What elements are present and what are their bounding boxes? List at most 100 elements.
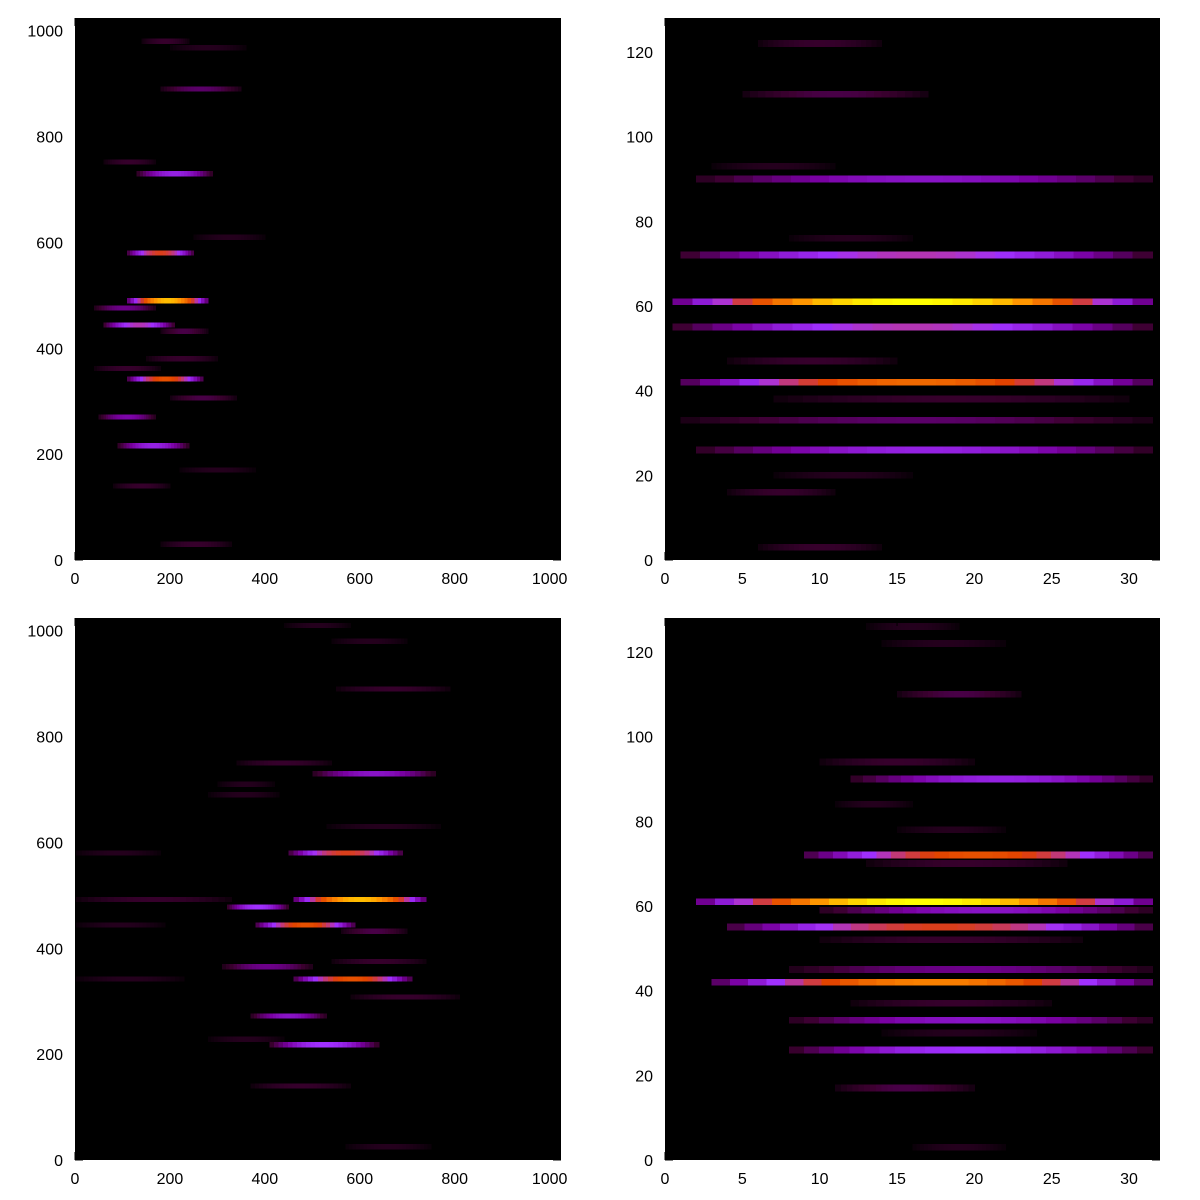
y-tick-label: 80	[635, 814, 653, 831]
heatmap-cell-13-14	[854, 471, 861, 479]
heatmap-cell-5-0	[193, 234, 198, 240]
heatmap-cell-4-16	[1051, 775, 1065, 783]
heatmap-cell-7-15	[177, 298, 182, 304]
heatmap-cell-14-2	[82, 922, 87, 928]
heatmap-cell-15-0	[850, 999, 860, 1007]
heatmap-cell-3-3	[248, 760, 253, 766]
heatmap-cell-9-3	[85, 850, 90, 856]
heatmap-cell-3-12	[924, 175, 944, 183]
heatmap-cell-13-11	[162, 376, 166, 382]
heatmap-cell-16-22	[418, 958, 423, 965]
heatmap-cell-7-10	[374, 823, 380, 830]
heatmap-cell-11-16	[193, 356, 198, 362]
heatmap-cell-3-5	[256, 760, 261, 766]
heatmap-cell-13-13	[985, 966, 1002, 973]
heatmap-cell-19-13	[910, 1084, 917, 1092]
heatmap-cell-23-19	[356, 1041, 362, 1048]
heatmap-cell-21-17	[304, 1013, 309, 1019]
heatmap-cell-6-2	[132, 250, 137, 256]
heatmap-cell-9-1	[106, 322, 110, 328]
heatmap-cell-14-7	[101, 922, 106, 928]
heatmap-cell-9-17	[1019, 898, 1039, 906]
heatmap-cell-0-9	[900, 623, 906, 630]
heatmap-cell-7-14	[392, 823, 399, 830]
heatmap-cell-8-6	[916, 860, 926, 867]
heatmap-cell-3-21	[319, 760, 324, 766]
heatmap-cell-6-7	[228, 792, 233, 798]
heatmap-cell-18-16	[1031, 1046, 1047, 1054]
heatmap-cell-24-7	[279, 1083, 285, 1089]
heatmap-cell-18-8	[909, 1046, 926, 1054]
heatmap-cell-3-18	[307, 760, 313, 766]
heatmap-cell-18-19	[387, 976, 393, 982]
heatmap-cell-10-18	[1040, 395, 1056, 403]
heatmap-cell-18-2	[117, 483, 121, 489]
heatmap-cell-16-1	[120, 443, 125, 449]
heatmap-cell-12-14	[962, 446, 982, 454]
heatmap-cell-18-4	[313, 976, 319, 982]
heatmap-cell-16-11	[955, 1016, 972, 1024]
heatmap-cell-0-22	[184, 38, 188, 44]
heatmap-cell-4-5	[913, 775, 927, 783]
heatmap-cell-12-12	[951, 936, 963, 944]
heatmap-cell-18-15	[1015, 1046, 1032, 1054]
heatmap-cell-0-19	[939, 623, 944, 630]
heatmap-cell-13-3	[790, 471, 797, 479]
heatmap-cell-18-2	[819, 1046, 835, 1054]
heatmap-cell-22-10	[239, 1036, 244, 1042]
heatmap-cell-12-23	[1133, 446, 1153, 454]
heatmap-cell-15-19	[393, 928, 397, 934]
heatmap-cell-5-7	[818, 251, 839, 259]
heatmap-cell-6-13	[246, 792, 250, 798]
heatmap-cell-15-23	[876, 543, 883, 551]
heatmap-cell-7-4	[752, 323, 774, 331]
heatmap-cell-14-19	[146, 922, 151, 928]
heatmap-cell-8-16	[135, 305, 139, 311]
heatmap-cell-9-8	[848, 898, 868, 906]
heatmap-cell-16-1	[803, 1016, 820, 1024]
heatmap-cell-2-16	[793, 162, 800, 170]
heatmap-cell-1-14	[850, 90, 859, 98]
heatmap-cell-18-17	[153, 483, 157, 489]
heatmap-cell-6-15	[252, 792, 256, 798]
heatmap-cell-17-22	[304, 964, 310, 970]
heatmap-cell-1-10	[201, 44, 206, 51]
heatmap-cell-12-9	[118, 365, 123, 372]
heatmap-cell-9-0	[695, 898, 716, 906]
heatmap-cell-4-23	[1139, 775, 1153, 783]
heatmap-cell-14-7	[189, 395, 193, 401]
heatmap-cell-14-8	[762, 488, 768, 496]
heatmap-cell-7-15	[397, 823, 403, 830]
heatmap-cell-6-13	[955, 826, 961, 834]
heatmap-cell-8-5	[106, 305, 110, 311]
heatmap-cell-19-16	[207, 541, 212, 547]
heatmap-cell-0-15	[835, 40, 841, 47]
heatmap-cell-15-17	[993, 999, 1002, 1007]
x-tick-label: 15	[888, 1171, 906, 1188]
heatmap-cell-5-21	[1093, 251, 1114, 259]
heatmap-cell-12-6	[885, 936, 897, 944]
heatmap-cell-10-18	[392, 896, 400, 903]
heatmap-cell-22-5	[223, 1036, 228, 1042]
heatmap-cell-3-23	[153, 159, 157, 165]
heatmap-cell-4-11	[171, 170, 176, 177]
heatmap-cell-17-6	[244, 964, 249, 970]
heatmap-cell-9-21	[149, 850, 154, 856]
heatmap-cell-17-0	[179, 467, 184, 473]
heatmap-cell-18-3	[308, 976, 314, 982]
heatmap-cell-19-2	[846, 1084, 854, 1092]
heatmap-cell-19-8	[184, 541, 188, 547]
heatmap-cell-11-10	[877, 416, 898, 424]
heatmap-cell-13-23	[1137, 966, 1153, 973]
heatmap-cell-14-15	[211, 395, 215, 401]
heatmap-cell-5-10	[867, 800, 872, 808]
heatmap-cell-17-14	[223, 467, 228, 473]
heatmap-cell-5-0	[835, 800, 839, 808]
heatmap-cell-9-23	[156, 850, 161, 856]
heatmap-cell-24-17	[321, 1083, 326, 1089]
heatmap-cell-20-21	[445, 994, 451, 1000]
heatmap-cell-13-23	[199, 376, 204, 382]
heatmap-cell-14-5	[93, 922, 99, 928]
heatmap-cell-23-3	[283, 1041, 289, 1048]
heatmap-cell-13-13	[168, 376, 172, 382]
